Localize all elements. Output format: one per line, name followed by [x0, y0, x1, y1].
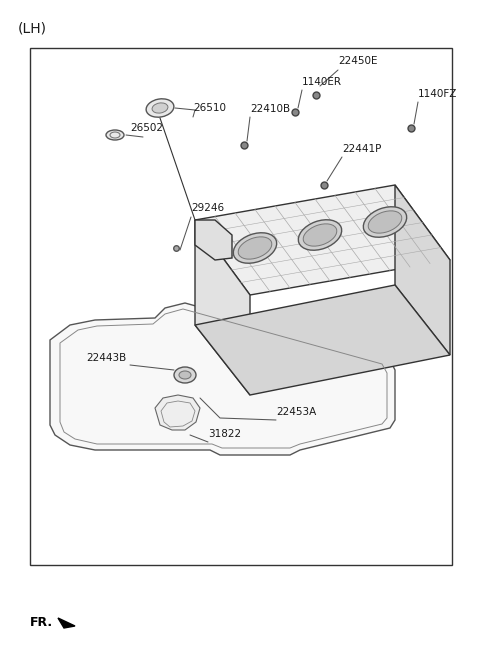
- Text: 22410B: 22410B: [250, 104, 290, 114]
- Ellipse shape: [238, 237, 272, 259]
- Ellipse shape: [152, 103, 168, 113]
- Ellipse shape: [363, 207, 407, 237]
- Polygon shape: [395, 185, 450, 355]
- Polygon shape: [195, 220, 232, 260]
- Ellipse shape: [106, 130, 124, 140]
- Polygon shape: [50, 303, 395, 455]
- Text: 1140ER: 1140ER: [302, 77, 342, 87]
- Text: 26502: 26502: [130, 123, 163, 133]
- Text: 29246: 29246: [191, 203, 224, 213]
- Ellipse shape: [303, 224, 337, 246]
- Text: 1140FZ: 1140FZ: [418, 89, 457, 99]
- Bar: [30, 48, 452, 565]
- Text: 31822: 31822: [208, 429, 241, 439]
- Polygon shape: [195, 220, 250, 395]
- Ellipse shape: [368, 211, 402, 233]
- Ellipse shape: [146, 99, 174, 117]
- Text: FR.: FR.: [30, 615, 53, 628]
- Text: 26510: 26510: [193, 103, 226, 113]
- Text: 22453A: 22453A: [276, 407, 316, 417]
- Ellipse shape: [299, 220, 342, 250]
- Polygon shape: [195, 185, 450, 295]
- Text: 22450E: 22450E: [338, 56, 377, 66]
- Ellipse shape: [179, 371, 191, 379]
- Polygon shape: [155, 395, 200, 430]
- Ellipse shape: [174, 367, 196, 383]
- Text: (LH): (LH): [18, 22, 47, 36]
- Text: 22443B: 22443B: [86, 353, 126, 363]
- Text: 22441P: 22441P: [342, 144, 382, 154]
- Polygon shape: [195, 285, 450, 395]
- Ellipse shape: [233, 233, 276, 263]
- Polygon shape: [58, 618, 75, 628]
